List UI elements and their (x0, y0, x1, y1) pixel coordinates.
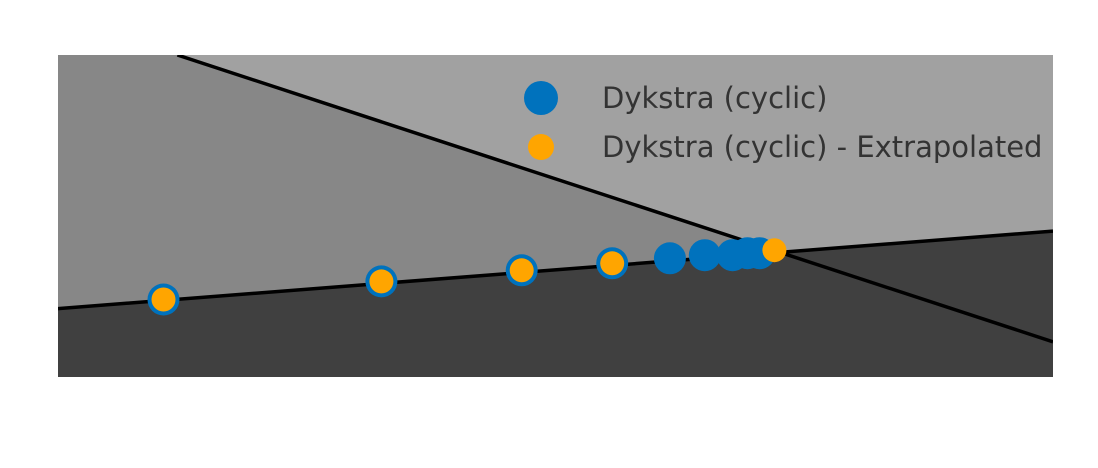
legend-marker-2 (528, 134, 554, 160)
extrapolated-point-1 (151, 287, 176, 312)
region-2 (58, 55, 1053, 342)
extrapolated-point-2 (369, 269, 394, 294)
region-3 (58, 231, 1053, 377)
constraint-line-1 (176, 55, 1053, 344)
constraint-line-2 (58, 229, 1053, 311)
legend-label-2: Dykstra (cyclic) - Extrapolated (602, 130, 1042, 164)
dykstra-point-5 (653, 242, 686, 275)
legend: Dykstra (cyclic) Dykstra (cyclic) - Extra… (524, 81, 1042, 164)
plot-area (58, 55, 1053, 377)
legend-label-1: Dykstra (cyclic) (602, 81, 827, 115)
extrapolated-point-3 (509, 258, 534, 283)
extrapolated-point-5 (762, 238, 787, 263)
dykstra-point-6 (688, 239, 721, 272)
extrapolated-point-4 (600, 251, 625, 276)
legend-marker-1 (524, 81, 558, 115)
